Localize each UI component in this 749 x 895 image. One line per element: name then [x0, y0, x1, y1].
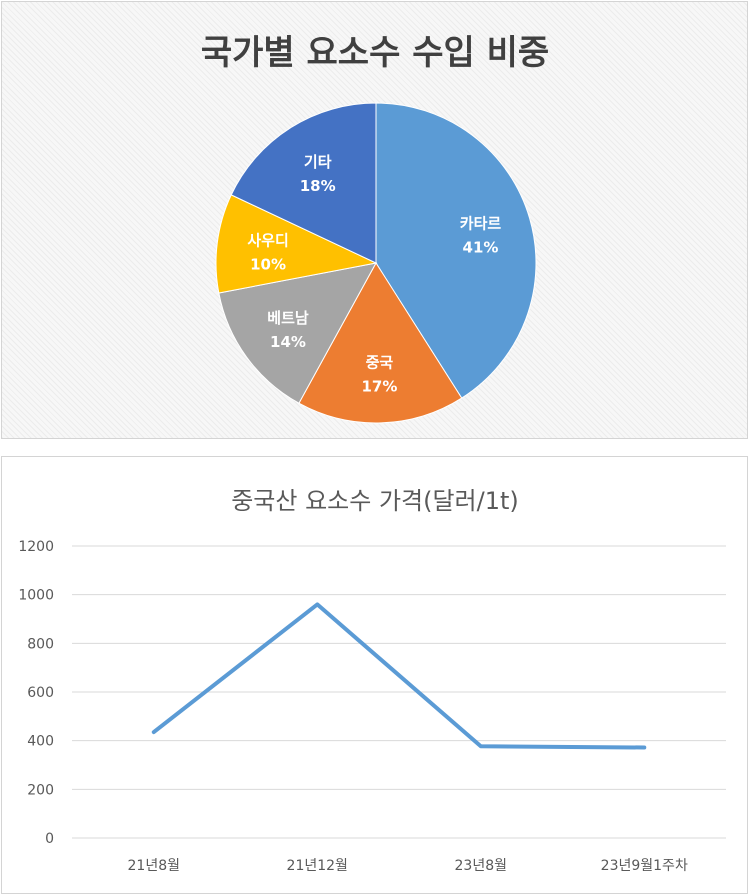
pie-slice-percent: 18%	[300, 177, 336, 195]
pie-slice-label: 베트남	[267, 309, 309, 327]
pie-slice	[230, 102, 377, 264]
x-tick-label: 23년8월	[455, 858, 507, 874]
line-series	[151, 602, 647, 750]
pie-chart-panel: 국가별 요소수 수입 비중 카타르 41% 중국 17% 베트남 14% 사우디 10% 기타 1…	[1, 1, 748, 439]
pie-slice	[375, 102, 537, 399]
y-tick-label: 200	[27, 782, 54, 798]
pie-slice-label: 기타	[304, 153, 332, 171]
y-tick-label: 0	[45, 831, 54, 847]
pie-chart-title: 국가별 요소수 수입 비중	[201, 33, 549, 73]
y-tick-label: 600	[27, 685, 54, 701]
pie-slice	[215, 194, 378, 294]
x-tick-label: 23년9월1주차	[601, 858, 688, 874]
pie-slice-label: 카타르	[460, 215, 502, 233]
x-tick-label: 21년8월	[128, 858, 180, 874]
pie-slice-percent: 41%	[463, 239, 499, 257]
pie-slice-percent: 17%	[361, 378, 397, 396]
y-tick-label: 400	[27, 734, 54, 750]
pie-slice	[298, 262, 463, 424]
pie-slice	[218, 262, 377, 404]
y-tick-label: 1200	[18, 539, 54, 555]
y-tick-label: 800	[27, 636, 54, 652]
pie-slice-label: 중국	[366, 354, 394, 372]
line-chart-title: 중국산 요소수 가격(달러/1t)	[231, 487, 519, 515]
line-chart-panel: 중국산 요소수 가격(달러/1t) 0 200 400 600 800 1000 1200 …	[1, 456, 748, 894]
pie-slice-percent: 14%	[270, 333, 306, 351]
line-chart: 중국산 요소수 가격(달러/1t) 020040060080010001200 …	[18, 487, 726, 874]
x-tick-label: 21년12월	[287, 858, 348, 874]
pie-slice-label: 사우디	[247, 231, 288, 249]
y-tick-label: 1000	[18, 588, 54, 604]
pie-chart: 국가별 요소수 수입 비중 카타르 41% 중국 17% 베트남 14% 사우디 10% 기타 1…	[201, 33, 549, 424]
pie-slice-percent: 10%	[250, 255, 286, 273]
